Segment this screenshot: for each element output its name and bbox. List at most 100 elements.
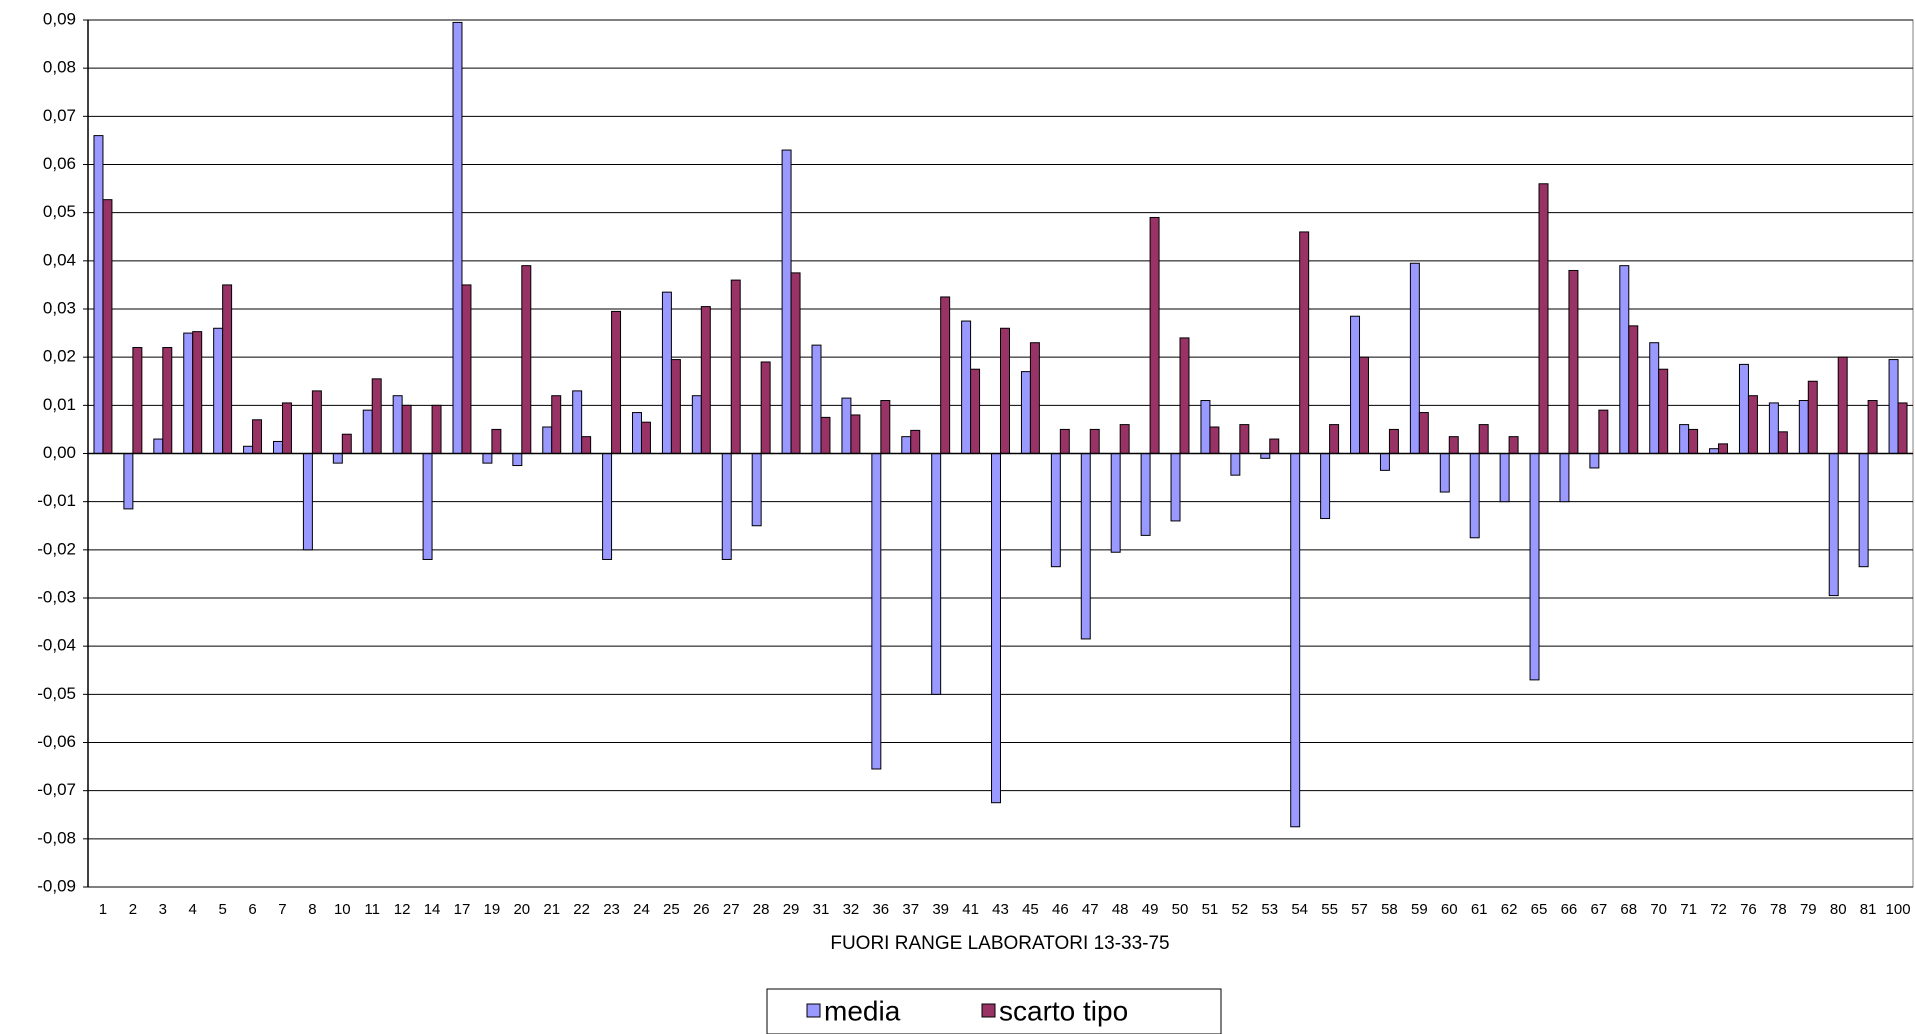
bar <box>1529 453 1540 681</box>
bar <box>1418 412 1429 454</box>
bar <box>871 453 882 770</box>
bar <box>1897 402 1908 454</box>
x-tick-label: 29 <box>783 901 800 918</box>
bar <box>132 347 143 454</box>
bar <box>341 433 352 455</box>
y-tick-label: 0,01 <box>43 395 76 414</box>
x-tick-label: 52 <box>1232 901 1249 918</box>
bar <box>1209 426 1220 454</box>
bar <box>1379 453 1390 471</box>
bar <box>961 320 972 454</box>
bar <box>521 265 532 454</box>
bar <box>1508 436 1519 454</box>
bar <box>311 390 322 454</box>
y-tick-label: -0,02 <box>37 539 76 558</box>
bar <box>850 414 861 455</box>
x-tick-label: 22 <box>573 901 590 918</box>
bar <box>1239 424 1250 455</box>
bar <box>1329 424 1340 455</box>
x-tick-label: 79 <box>1800 901 1817 918</box>
x-tick-label: 20 <box>513 901 530 918</box>
bar <box>1888 359 1899 455</box>
bar <box>213 327 224 454</box>
x-tick-label: 53 <box>1261 901 1278 918</box>
bar <box>1718 443 1729 455</box>
bar <box>1050 453 1061 568</box>
x-tick-label: 80 <box>1830 901 1847 918</box>
bar <box>880 400 891 454</box>
bar <box>153 438 164 454</box>
bar <box>102 199 113 454</box>
x-tick-label: 58 <box>1381 901 1398 918</box>
bar <box>362 409 373 454</box>
bar <box>1828 453 1839 597</box>
bar <box>491 428 502 454</box>
bar <box>1119 424 1130 455</box>
x-tick-label: 41 <box>962 901 979 918</box>
bar <box>272 440 283 455</box>
y-tick-label: 0,08 <box>43 58 76 77</box>
legend-swatch <box>981 1003 996 1018</box>
x-tick-label: 28 <box>753 901 770 918</box>
bar <box>640 421 651 455</box>
bar <box>1538 183 1549 454</box>
bar <box>661 291 672 454</box>
y-tick-label: 0,02 <box>43 347 76 366</box>
bar <box>542 426 553 454</box>
bar <box>1499 453 1510 503</box>
bar <box>1000 327 1010 454</box>
x-tick-label: 72 <box>1710 901 1727 918</box>
y-tick-label: -0,09 <box>37 876 76 895</box>
bar <box>1589 453 1600 469</box>
x-tick-label: 62 <box>1501 901 1518 918</box>
bar <box>1478 424 1489 455</box>
bar <box>422 453 433 560</box>
x-tick-label: 100 <box>1886 901 1911 918</box>
bar <box>760 361 771 455</box>
y-tick-label: -0,06 <box>37 732 76 751</box>
legend-label: media <box>824 995 901 1026</box>
x-tick-label: 68 <box>1620 901 1637 918</box>
bar <box>162 347 173 454</box>
bar <box>1089 428 1100 454</box>
x-tick-label: 5 <box>218 901 226 918</box>
y-tick-label: 0,00 <box>43 443 76 462</box>
bar <box>841 397 852 455</box>
bar <box>1679 424 1690 455</box>
y-tick-label: -0,05 <box>37 684 76 703</box>
x-tick-label: 66 <box>1561 901 1578 918</box>
x-tick-label: 55 <box>1321 901 1338 918</box>
bar <box>302 453 313 551</box>
bar <box>1628 325 1639 455</box>
bar <box>931 453 942 695</box>
x-tick-label: 39 <box>932 901 949 918</box>
bar <box>461 284 472 454</box>
y-tick-label: 0,04 <box>43 250 76 269</box>
x-tick-label: 14 <box>424 901 441 918</box>
x-tick-label: 54 <box>1291 901 1308 918</box>
bar <box>1269 438 1280 454</box>
bar <box>1439 453 1450 493</box>
x-axis-title: FUORI RANGE LABORATORI 13-33-75 <box>830 933 1169 954</box>
x-tick-label: 78 <box>1770 901 1787 918</box>
bar <box>1738 363 1749 454</box>
x-tick-label: 76 <box>1740 901 1757 918</box>
bar <box>940 296 951 455</box>
x-tick-label: 59 <box>1411 901 1428 918</box>
bar <box>1798 400 1809 454</box>
bar <box>1299 231 1310 454</box>
bar <box>1080 453 1091 640</box>
y-tick-label: 0,09 <box>43 9 76 28</box>
bar <box>281 402 292 454</box>
y-tick-label: 0,07 <box>43 106 76 125</box>
bar <box>602 453 613 560</box>
x-tick-label: 45 <box>1022 901 1039 918</box>
bar <box>691 395 702 455</box>
bar <box>1179 337 1190 454</box>
x-tick-label: 3 <box>159 901 167 918</box>
x-tick-label: 17 <box>454 901 471 918</box>
x-tick-label: 31 <box>813 901 830 918</box>
bar <box>482 453 493 464</box>
x-tick-label: 37 <box>902 901 919 918</box>
bar <box>1230 453 1241 476</box>
